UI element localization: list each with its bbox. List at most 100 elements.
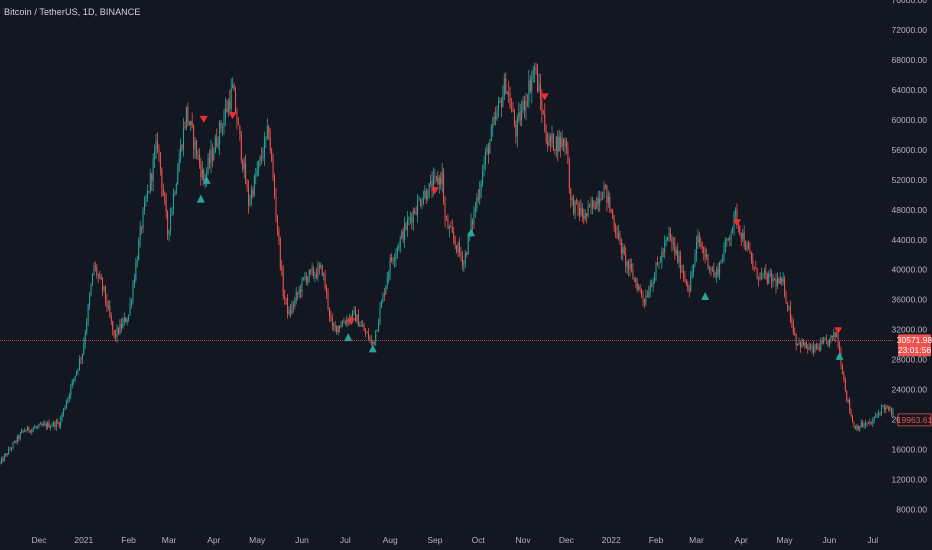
y-tick-label: 52000.00: [892, 175, 928, 185]
candle-body: [616, 232, 618, 239]
candle-body: [220, 122, 222, 129]
candle-body: [438, 177, 440, 185]
candle-body: [737, 225, 739, 227]
candle-body: [762, 272, 764, 274]
candle-body: [820, 341, 822, 351]
candle-body: [116, 327, 118, 338]
candle-body: [545, 130, 547, 143]
candle-body: [743, 232, 745, 247]
candle-body: [583, 215, 585, 219]
x-tick-label: Apr: [735, 535, 748, 545]
candle-body: [774, 278, 776, 280]
candle-body: [343, 322, 345, 324]
candle-body: [90, 285, 92, 296]
candle-body: [834, 332, 836, 337]
candle-body: [565, 140, 567, 149]
candle-body: [201, 169, 203, 178]
candle-body: [427, 197, 429, 200]
candle-body: [891, 408, 893, 416]
candle-body: [849, 400, 851, 411]
candle-body: [739, 226, 741, 234]
candle-body: [807, 348, 809, 350]
candle-body: [886, 406, 888, 408]
candle-body: [755, 268, 757, 269]
candle-body: [641, 289, 643, 296]
candle-body: [704, 253, 706, 258]
candle-body: [207, 157, 209, 172]
candle-body: [603, 184, 605, 198]
candle-body: [285, 298, 287, 299]
candle-body: [378, 321, 380, 330]
candle-body: [187, 106, 189, 122]
candle-body: [526, 101, 528, 103]
candle-body: [697, 235, 699, 244]
x-tick-label: Mar: [689, 535, 704, 545]
candle-body: [518, 112, 520, 118]
candle-body: [464, 253, 466, 264]
candle-body: [789, 305, 791, 322]
x-tick-label: Mar: [162, 535, 177, 545]
candle-body: [818, 347, 820, 351]
candle-body: [409, 218, 411, 219]
candle-body: [26, 427, 28, 431]
candle-body: [365, 331, 367, 333]
candle-body: [188, 121, 190, 126]
candle-body: [691, 272, 693, 277]
candle-body: [700, 242, 702, 247]
candle-body: [103, 286, 105, 290]
candle-body: [64, 407, 66, 409]
x-tick-label: Feb: [649, 535, 664, 545]
candle-body: [330, 315, 332, 319]
candle-body: [142, 210, 144, 229]
candle-body: [15, 441, 17, 442]
candle-body: [597, 198, 599, 205]
y-tick-label: 40000.00: [892, 265, 928, 275]
candle-body: [672, 243, 674, 245]
candle-body: [628, 261, 630, 270]
x-tick-label: Sep: [427, 535, 442, 545]
candle-body: [386, 278, 388, 286]
candle-body: [243, 163, 245, 170]
candle-body: [888, 406, 890, 410]
candle-body: [655, 263, 657, 276]
candle-body: [792, 322, 794, 333]
candle-body: [171, 208, 173, 216]
candle-body: [763, 270, 765, 273]
candle-body: [34, 427, 36, 429]
candle-body: [376, 329, 378, 332]
candle-body: [240, 134, 242, 161]
candle-body: [671, 237, 673, 245]
candle-body: [470, 220, 472, 233]
candle-body: [753, 266, 755, 269]
candle-body: [503, 78, 505, 96]
candle-body: [156, 140, 159, 150]
candle-body: [425, 190, 427, 200]
candle-body: [324, 274, 326, 289]
candle-body: [96, 267, 98, 276]
candle-body: [164, 195, 166, 200]
candle-body: [35, 427, 37, 429]
candle-body: [196, 140, 198, 156]
countdown-value: 23:01:56: [898, 345, 931, 355]
y-tick-label: 44000.00: [892, 235, 928, 245]
candle-body: [516, 117, 518, 137]
candle-body: [487, 146, 489, 155]
buy-signal-marker: [368, 344, 377, 353]
candle-body: [210, 149, 212, 164]
candle-body: [456, 245, 458, 253]
candle-body: [334, 325, 336, 327]
candle-body: [444, 201, 446, 220]
candle-body: [50, 426, 52, 428]
candle-body: [610, 209, 612, 212]
candle-body: [612, 211, 614, 219]
y-tick-label: 32000.00: [892, 325, 928, 335]
candle-body: [798, 341, 800, 344]
candle-body: [347, 319, 349, 323]
candle-body: [2, 458, 4, 461]
candle-body: [613, 218, 615, 228]
candle-body: [308, 269, 310, 278]
candle-body: [22, 430, 24, 432]
candle-body: [502, 95, 504, 108]
candle-body: [567, 148, 569, 163]
